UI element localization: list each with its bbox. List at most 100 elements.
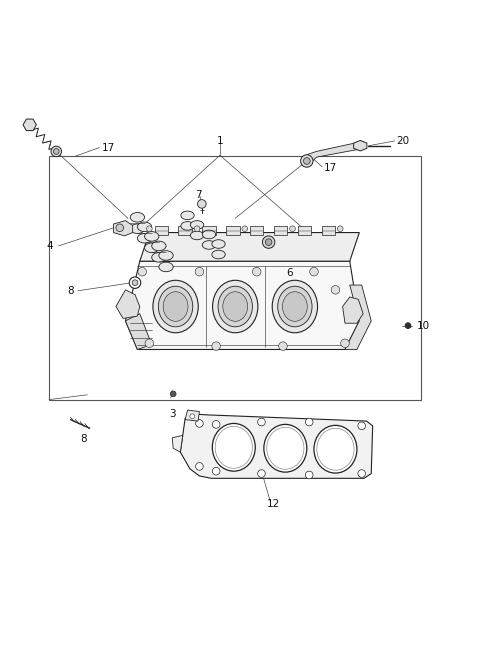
Circle shape: [258, 418, 265, 426]
Bar: [226, 226, 240, 235]
Circle shape: [242, 226, 248, 232]
Polygon shape: [140, 233, 360, 261]
Circle shape: [170, 391, 176, 397]
Circle shape: [289, 226, 295, 232]
Ellipse shape: [159, 262, 173, 272]
Ellipse shape: [314, 425, 357, 473]
Text: 3: 3: [169, 409, 176, 419]
Circle shape: [252, 268, 261, 276]
Bar: [202, 226, 216, 235]
Circle shape: [300, 155, 313, 167]
Ellipse shape: [137, 234, 152, 243]
Circle shape: [258, 470, 265, 478]
Bar: [322, 226, 335, 235]
Text: 7: 7: [195, 190, 202, 200]
Ellipse shape: [191, 231, 204, 239]
Bar: [250, 226, 264, 235]
Text: 8: 8: [80, 434, 87, 443]
Circle shape: [303, 157, 310, 164]
Circle shape: [405, 323, 411, 329]
Circle shape: [51, 146, 61, 157]
Circle shape: [331, 285, 340, 294]
Ellipse shape: [152, 253, 166, 262]
Circle shape: [310, 268, 318, 276]
Polygon shape: [125, 261, 360, 350]
Ellipse shape: [282, 292, 307, 321]
Polygon shape: [172, 436, 183, 452]
Ellipse shape: [212, 250, 225, 259]
Circle shape: [129, 277, 141, 289]
Circle shape: [305, 418, 313, 426]
Text: 6: 6: [286, 268, 293, 278]
Polygon shape: [354, 140, 367, 151]
Ellipse shape: [158, 286, 193, 327]
Text: 12: 12: [267, 499, 280, 508]
Polygon shape: [307, 142, 360, 167]
Ellipse shape: [144, 243, 159, 253]
Bar: [155, 226, 168, 235]
Ellipse shape: [317, 428, 354, 470]
Circle shape: [337, 226, 343, 232]
Circle shape: [190, 414, 195, 419]
Circle shape: [146, 226, 152, 232]
Polygon shape: [345, 285, 371, 350]
Text: 17: 17: [324, 163, 337, 173]
Circle shape: [145, 339, 154, 348]
Ellipse shape: [191, 220, 204, 229]
Text: 10: 10: [417, 321, 430, 331]
Circle shape: [53, 148, 59, 154]
Bar: [274, 226, 287, 235]
Polygon shape: [185, 410, 199, 421]
Polygon shape: [23, 119, 36, 131]
Circle shape: [341, 339, 349, 348]
Ellipse shape: [278, 286, 312, 327]
Ellipse shape: [212, 239, 225, 249]
Circle shape: [279, 342, 287, 350]
Circle shape: [196, 420, 203, 427]
Circle shape: [132, 280, 138, 285]
Polygon shape: [114, 220, 132, 236]
Circle shape: [358, 422, 365, 430]
Circle shape: [138, 268, 146, 276]
Ellipse shape: [212, 423, 255, 471]
Ellipse shape: [223, 292, 248, 321]
Text: 17: 17: [102, 142, 115, 153]
Text: 20: 20: [396, 136, 409, 146]
Bar: [49, 156, 421, 400]
Ellipse shape: [272, 280, 318, 333]
Circle shape: [265, 239, 272, 245]
Circle shape: [198, 199, 206, 208]
Polygon shape: [125, 314, 152, 350]
Ellipse shape: [159, 251, 173, 260]
Ellipse shape: [202, 241, 216, 249]
Text: 4: 4: [46, 241, 53, 251]
Ellipse shape: [215, 426, 252, 468]
Ellipse shape: [181, 222, 194, 230]
Polygon shape: [116, 290, 140, 318]
Ellipse shape: [163, 292, 188, 321]
Bar: [298, 226, 311, 235]
Text: 1: 1: [216, 136, 223, 146]
Ellipse shape: [218, 286, 252, 327]
Polygon shape: [343, 297, 363, 323]
Ellipse shape: [153, 280, 198, 333]
Polygon shape: [180, 414, 372, 478]
Bar: [179, 226, 192, 235]
Circle shape: [212, 467, 220, 475]
Ellipse shape: [267, 427, 304, 469]
Ellipse shape: [264, 424, 307, 472]
Circle shape: [195, 268, 204, 276]
Ellipse shape: [130, 213, 144, 222]
Circle shape: [116, 224, 123, 232]
Text: 8: 8: [67, 286, 74, 296]
Circle shape: [305, 471, 313, 479]
Circle shape: [196, 462, 203, 470]
Circle shape: [358, 470, 365, 478]
Circle shape: [194, 226, 200, 232]
Ellipse shape: [213, 280, 258, 333]
Circle shape: [263, 236, 275, 249]
Ellipse shape: [152, 241, 166, 251]
Ellipse shape: [130, 224, 144, 234]
Ellipse shape: [202, 230, 216, 239]
Circle shape: [212, 342, 220, 350]
